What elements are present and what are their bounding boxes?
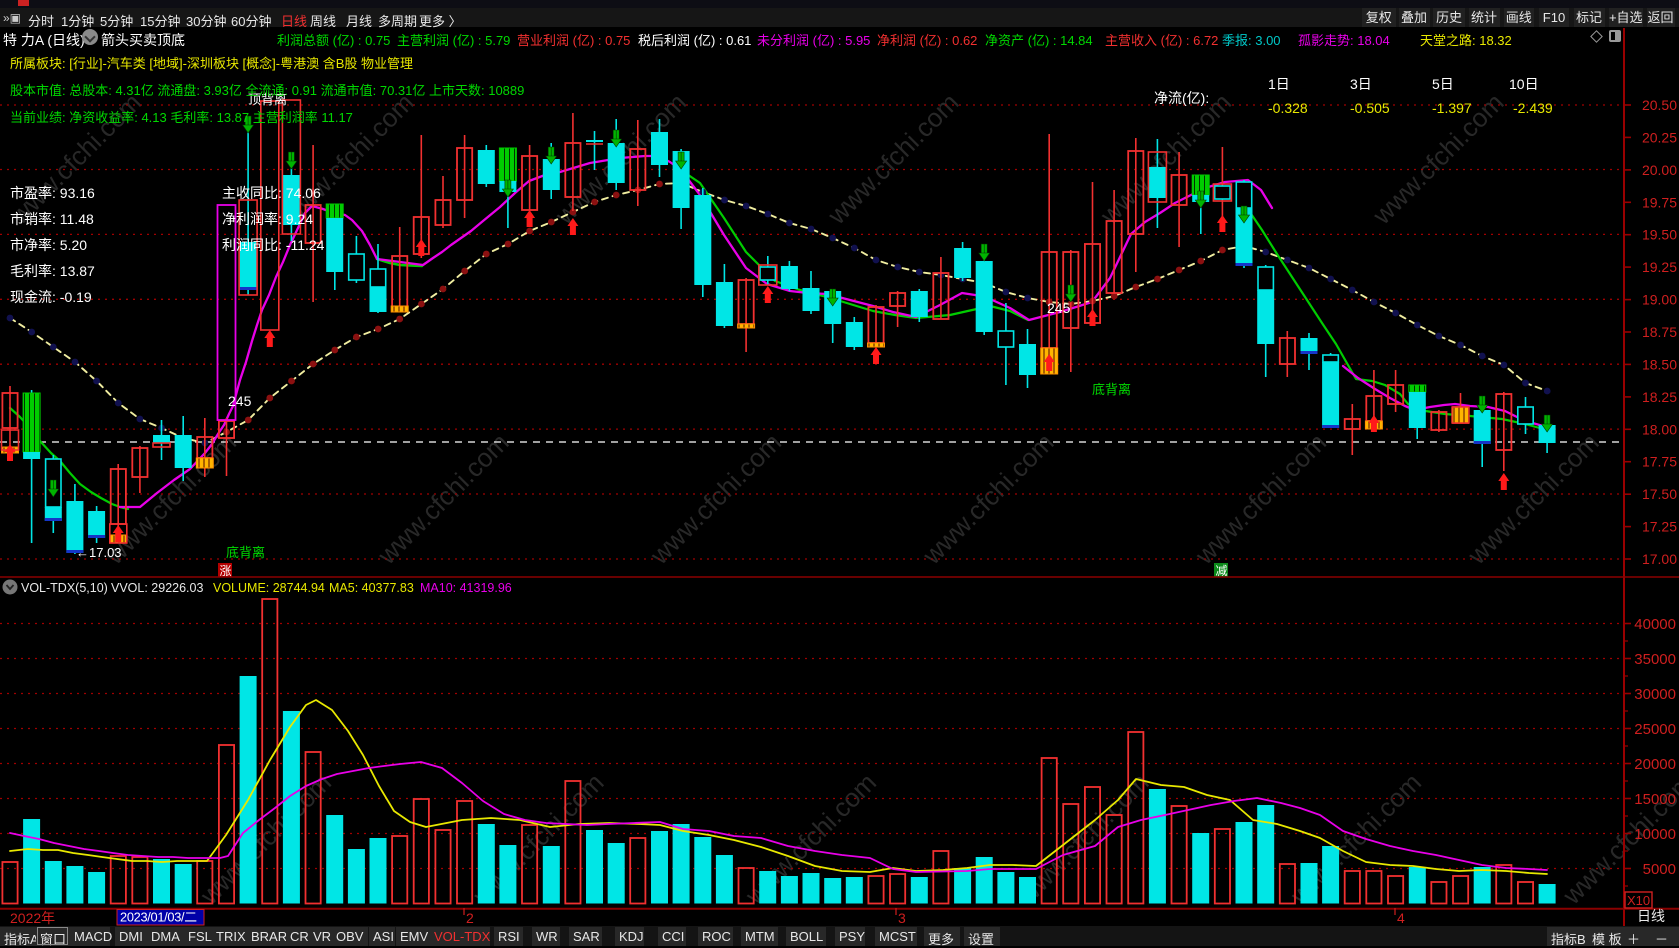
svg-text:www.cfchi.com: www.cfchi.com <box>194 767 337 910</box>
svg-text:19.00: 19.00 <box>1642 292 1677 308</box>
svg-text:19.50: 19.50 <box>1642 227 1677 243</box>
svg-text:2023/01/03/二: 2023/01/03/二 <box>120 910 197 925</box>
svg-text:20.50: 20.50 <box>1642 97 1677 113</box>
svg-text:减: 减 <box>1216 564 1228 578</box>
svg-text:20.25: 20.25 <box>1642 129 1677 145</box>
svg-text:2022年: 2022年 <box>10 910 55 926</box>
svg-text:18.25: 18.25 <box>1642 389 1677 405</box>
svg-text:←17.03: ←17.03 <box>76 545 122 560</box>
svg-text:245: 245 <box>228 393 252 409</box>
svg-text:245: 245 <box>1047 300 1071 316</box>
svg-text:日线: 日线 <box>1637 908 1665 924</box>
svg-text:底背离: 底背离 <box>226 545 265 560</box>
svg-text:30000: 30000 <box>1634 686 1676 703</box>
svg-text:19.75: 19.75 <box>1642 194 1677 210</box>
svg-text:顶背离: 顶背离 <box>248 92 287 107</box>
svg-text:MA5: 40377.83: MA5: 40377.83 <box>329 581 414 595</box>
svg-text:VOL-TDX(5,10): VOL-TDX(5,10) <box>21 581 108 595</box>
svg-text:X10: X10 <box>1627 893 1650 908</box>
svg-text:VVOL: 29226.03: VVOL: 29226.03 <box>111 581 203 595</box>
svg-text:25000: 25000 <box>1634 721 1676 738</box>
svg-text:2: 2 <box>466 910 474 926</box>
svg-text:20000: 20000 <box>1634 756 1676 773</box>
svg-text:5000: 5000 <box>1643 861 1676 878</box>
svg-text:www.cfchi.com: www.cfchi.com <box>821 87 964 230</box>
svg-text:18.50: 18.50 <box>1642 356 1677 372</box>
svg-text:17.75: 17.75 <box>1642 454 1677 470</box>
svg-text:MA10: 41319.96: MA10: 41319.96 <box>420 581 512 595</box>
svg-text:35000: 35000 <box>1634 651 1676 668</box>
svg-text:18.00: 18.00 <box>1642 421 1677 437</box>
svg-text:3: 3 <box>898 910 906 926</box>
svg-text:www.cfchi.com: www.cfchi.com <box>916 427 1059 570</box>
svg-text:底背离: 底背离 <box>1092 382 1131 397</box>
svg-text:17.00: 17.00 <box>1642 551 1677 567</box>
svg-text:4: 4 <box>1397 910 1405 926</box>
svg-text:18.75: 18.75 <box>1642 324 1677 340</box>
svg-text:19.25: 19.25 <box>1642 259 1677 275</box>
svg-text:17.25: 17.25 <box>1642 519 1677 535</box>
svg-text:17.50: 17.50 <box>1642 486 1677 502</box>
svg-text:www.cfchi.com: www.cfchi.com <box>371 427 514 570</box>
svg-text:VOLUME: 28744.94: VOLUME: 28744.94 <box>213 581 325 595</box>
svg-text:40000: 40000 <box>1634 616 1676 633</box>
svg-text:15000: 15000 <box>1634 791 1676 808</box>
svg-text:20.00: 20.00 <box>1642 162 1677 178</box>
svg-text:www.cfchi.com: www.cfchi.com <box>644 427 787 570</box>
svg-text:涨: 涨 <box>220 563 232 578</box>
svg-text:10000: 10000 <box>1634 826 1676 843</box>
svg-text:www.cfchi.com: www.cfchi.com <box>1189 427 1332 570</box>
